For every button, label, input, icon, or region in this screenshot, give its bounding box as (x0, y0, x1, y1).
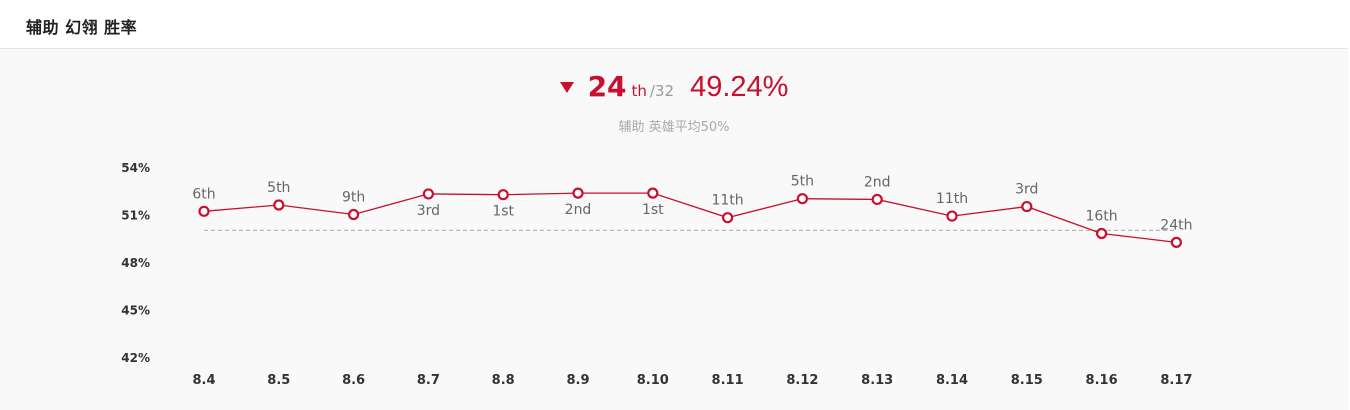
rank-label: 3rd (1015, 182, 1038, 198)
rank-label: 2nd (565, 202, 592, 218)
win-rate-value: 49.24% (690, 71, 789, 103)
average-note: 辅助 英雄平均50% (618, 120, 730, 135)
y-tick-label: 42% (121, 351, 150, 365)
rank-label: 5th (791, 174, 814, 190)
chart-area (0, 49, 1348, 410)
y-tick-label: 54% (121, 161, 150, 175)
data-point (572, 187, 584, 199)
x-tick-label: 8.9 (566, 373, 589, 388)
series-line (203, 192, 1177, 244)
rank-label: 24th (1160, 217, 1192, 233)
rank-label: 5th (267, 180, 290, 196)
rank-label: 16th (1086, 209, 1118, 225)
trend-down-icon (559, 82, 574, 93)
x-tick-label: 8.8 (492, 373, 515, 388)
data-point (871, 193, 883, 206)
rank-label: 1st (642, 202, 664, 218)
data-point (1021, 200, 1033, 213)
data-point (273, 199, 285, 211)
rank-total: /32 (649, 82, 675, 100)
y-tick-label: 51% (121, 209, 150, 223)
rank-suffix: th (631, 82, 647, 100)
data-point (1095, 227, 1108, 240)
rank-label: 3rd (417, 203, 440, 219)
data-point (647, 187, 659, 199)
data-point (946, 210, 958, 222)
x-tick-label: 8.4 (192, 373, 215, 388)
x-tick-label: 8.15 (1011, 373, 1043, 388)
data-point (721, 212, 734, 224)
panel-title: 辅助 幻翎 胜率 (26, 18, 138, 37)
data-point (1170, 236, 1183, 248)
x-tick-label: 8.6 (342, 373, 365, 388)
x-tick-label: 8.10 (637, 373, 669, 388)
x-tick-label: 8.5 (267, 373, 290, 388)
x-tick-label: 8.16 (1086, 373, 1118, 388)
data-point (497, 189, 509, 201)
data-point (348, 208, 360, 221)
y-tick-label: 45% (121, 304, 150, 318)
x-tick-label: 8.12 (786, 373, 818, 388)
data-point (422, 188, 434, 200)
rank-label: 2nd (864, 174, 891, 190)
rank-label: 6th (192, 186, 215, 202)
data-point (198, 205, 210, 217)
y-tick-label: 48% (121, 256, 150, 270)
x-tick-label: 8.14 (936, 373, 968, 388)
panel-header: 辅助 幻翎 胜率 (0, 0, 1348, 49)
rank-label: 11th (712, 193, 744, 209)
rank-value: 24 (587, 70, 627, 103)
x-tick-label: 8.17 (1160, 373, 1192, 388)
rank-label: 9th (342, 190, 365, 206)
x-tick-label: 8.7 (417, 373, 440, 388)
rank-label: 11th (936, 191, 968, 207)
x-tick-label: 8.11 (712, 373, 744, 388)
x-tick-label: 8.13 (861, 373, 893, 388)
data-point (796, 193, 809, 205)
rank-label: 1st (492, 204, 514, 220)
